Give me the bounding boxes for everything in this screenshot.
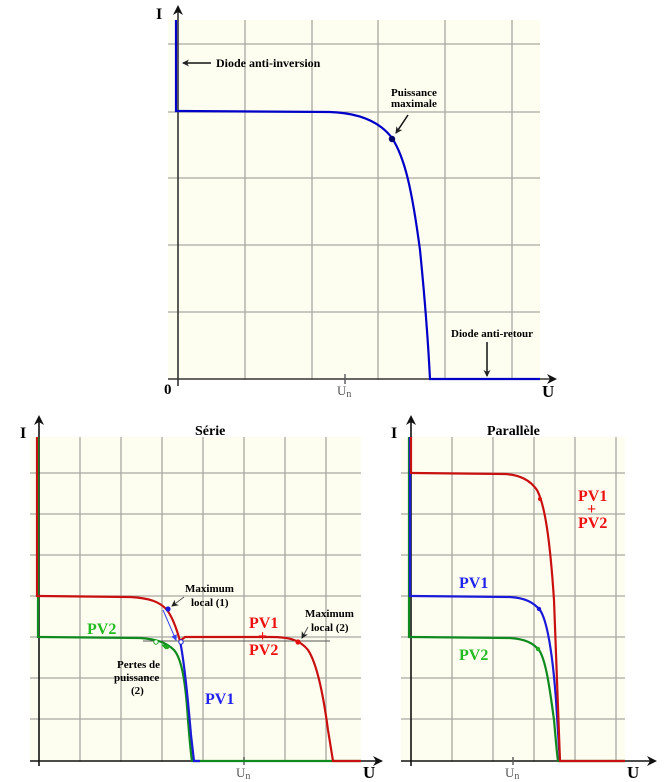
max-local-1-arrow <box>171 596 185 607</box>
pertes-line1: Pertes de <box>117 659 160 671</box>
parallele-pv1-max-point <box>536 606 542 612</box>
parallele-pv2-curve <box>407 437 625 763</box>
serie-un-label: Un <box>236 765 250 782</box>
max-power-point <box>388 135 396 143</box>
parallele-sum-max-point <box>538 497 542 501</box>
serie-pv1-curve <box>178 640 200 763</box>
parallele-pv1-label: PV1 <box>459 575 488 592</box>
serie-max-local-1-point <box>165 606 171 612</box>
top-chart-background <box>168 20 540 380</box>
parallele-chart: Parallèle I U Un PV1 PV2 PV1 + PV2 <box>391 415 657 782</box>
max-local-1-line1: Maximum <box>185 583 234 595</box>
top-origin-label: 0 <box>164 382 172 398</box>
pertes-line2: puissance <box>114 672 159 684</box>
serie-sum-label-line2: PV2 <box>249 642 278 659</box>
parallele-sum-label-plus: + <box>587 501 596 518</box>
serie-chart-background <box>30 437 361 762</box>
serie-pv1-label: PV1 <box>205 691 234 708</box>
serie-x-axis-label: U <box>363 763 375 782</box>
max-local-2-arrow <box>301 626 309 639</box>
max-local-2-line2: local (2) <box>311 622 349 634</box>
parallele-sum-label-line1: PV1 <box>578 488 607 505</box>
parallele-pv2-max-point <box>535 646 541 652</box>
max-local-2-line1: Maximum <box>305 608 354 620</box>
top-iv-curve <box>174 20 540 381</box>
serie-pv2-open-point <box>153 639 159 645</box>
serie-blue-shift-arrow <box>162 609 177 641</box>
serie-pv2-curve <box>36 437 361 763</box>
top-un-label: Un <box>337 383 351 400</box>
top-y-axis-label: I <box>156 6 162 23</box>
serie-sum-curve <box>35 437 361 763</box>
serie-y-axis-label: I <box>20 425 26 442</box>
max-power-label-line1: Puissance <box>391 87 437 99</box>
diode-anti-inversion-label: Diode anti-inversion <box>216 56 321 70</box>
max-local-1-line2: local (1) <box>191 597 229 609</box>
parallele-un-label: Un <box>505 765 519 782</box>
parallele-sum-curve <box>409 437 625 763</box>
parallele-title: Parallèle <box>487 424 540 439</box>
diode-anti-retour-label: Diode anti-retour <box>451 328 533 340</box>
max-power-label-line2: maximale <box>391 98 437 110</box>
serie-sum-label-line1: PV1 <box>249 615 278 632</box>
max-power-arrow <box>395 114 409 134</box>
parallele-sum-label-line2: PV2 <box>578 515 607 532</box>
parallele-pv2-label: PV2 <box>459 647 488 664</box>
serie-pv2-label: PV2 <box>87 621 116 638</box>
serie-chart: Série I U Un PV2 PV1 PV1 + PV2 Maximum l… <box>20 415 383 782</box>
serie-max-local-2-point <box>295 639 301 645</box>
serie-pv2-point <box>164 644 170 650</box>
serie-title: Série <box>195 424 225 439</box>
parallele-chart-grid <box>401 437 625 762</box>
top-x-axis-label: U <box>542 382 554 401</box>
serie-pv1-open-point <box>178 639 184 645</box>
top-chart: I U 0 Un Diode anti-inversion Puissance … <box>156 5 557 401</box>
parallele-y-axis-label: I <box>391 425 397 442</box>
serie-sum-label-plus: + <box>258 628 267 645</box>
pertes-line3: (2) <box>131 685 144 697</box>
parallele-x-axis-label: U <box>627 763 639 782</box>
parallele-chart-background <box>401 437 625 762</box>
